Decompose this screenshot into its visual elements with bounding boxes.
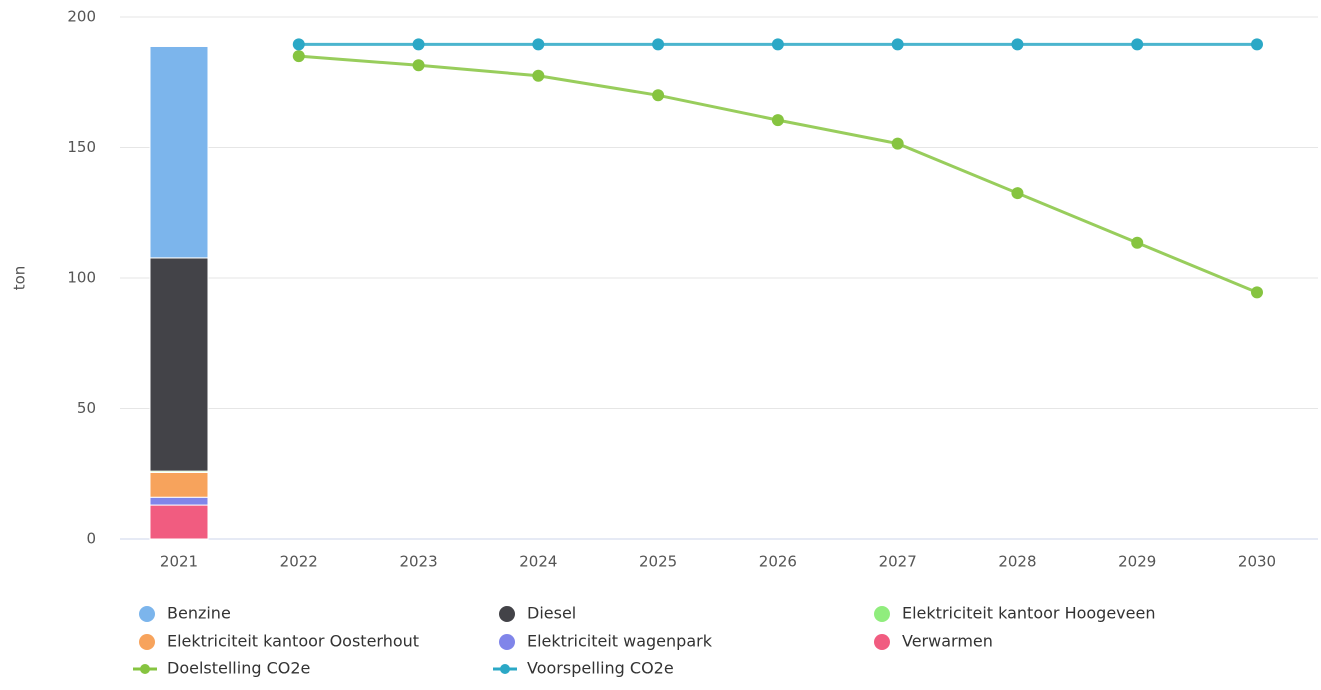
x-tick-label: 2025 bbox=[639, 553, 677, 571]
x-tick-label: 2021 bbox=[160, 553, 198, 571]
legend-label: Elektriciteit kantoor Hoogeveen bbox=[902, 604, 1155, 623]
marker bbox=[1251, 286, 1263, 299]
y-tick-label: 0 bbox=[86, 530, 96, 548]
x-tick-label: 2024 bbox=[519, 553, 557, 571]
legend-label: Benzine bbox=[167, 604, 231, 623]
legend-marker bbox=[140, 664, 150, 674]
x-tick-label: 2030 bbox=[1238, 553, 1276, 571]
line bbox=[298, 54, 1258, 294]
legend-label: Diesel bbox=[527, 604, 576, 623]
y-tick-label: 50 bbox=[77, 399, 96, 417]
bar-segment bbox=[149, 45, 209, 259]
x-tick-label: 2023 bbox=[399, 553, 437, 571]
legend-marker bbox=[139, 634, 155, 650]
marker bbox=[652, 38, 665, 51]
y-tick-label: 100 bbox=[67, 269, 96, 287]
legend-marker bbox=[499, 606, 515, 622]
bar-segment bbox=[149, 471, 209, 498]
legend-marker bbox=[139, 606, 155, 622]
legend-label: Voorspelling CO2e bbox=[527, 659, 674, 678]
marker bbox=[771, 114, 784, 127]
legend-label: Elektriciteit wagenpark bbox=[527, 632, 713, 651]
marker bbox=[771, 38, 784, 51]
marker bbox=[652, 89, 665, 102]
marker bbox=[1131, 236, 1144, 249]
marker bbox=[292, 38, 305, 51]
legend-marker bbox=[499, 634, 515, 650]
x-tick-label: 2022 bbox=[280, 553, 318, 571]
bar-segment bbox=[149, 504, 209, 540]
marker bbox=[412, 38, 425, 51]
legend-marker bbox=[500, 664, 510, 674]
marker bbox=[891, 38, 904, 51]
bar-segment bbox=[149, 496, 209, 506]
marker bbox=[1131, 38, 1144, 51]
x-tick-label: 2029 bbox=[1118, 553, 1156, 571]
marker bbox=[891, 137, 904, 150]
y-tick-label: 150 bbox=[67, 138, 96, 156]
x-tick-label: 2026 bbox=[759, 553, 797, 571]
marker bbox=[532, 69, 545, 82]
legend-label: Doelstelling CO2e bbox=[167, 659, 310, 678]
marker bbox=[1011, 187, 1024, 200]
x-tick-label: 2027 bbox=[879, 553, 917, 571]
marker bbox=[1011, 38, 1024, 51]
y-tick-label: 200 bbox=[67, 8, 96, 26]
marker bbox=[1251, 38, 1263, 51]
marker bbox=[412, 59, 425, 72]
legend-marker bbox=[874, 606, 890, 622]
bar-segment bbox=[149, 257, 209, 472]
marker bbox=[532, 38, 545, 51]
legend-marker bbox=[874, 634, 890, 650]
legend-label: Verwarmen bbox=[902, 632, 993, 651]
legend-label: Elektriciteit kantoor Oosterhout bbox=[167, 632, 419, 651]
y-axis-label: ton bbox=[11, 266, 29, 291]
x-tick-label: 2028 bbox=[998, 553, 1036, 571]
marker bbox=[292, 50, 305, 63]
